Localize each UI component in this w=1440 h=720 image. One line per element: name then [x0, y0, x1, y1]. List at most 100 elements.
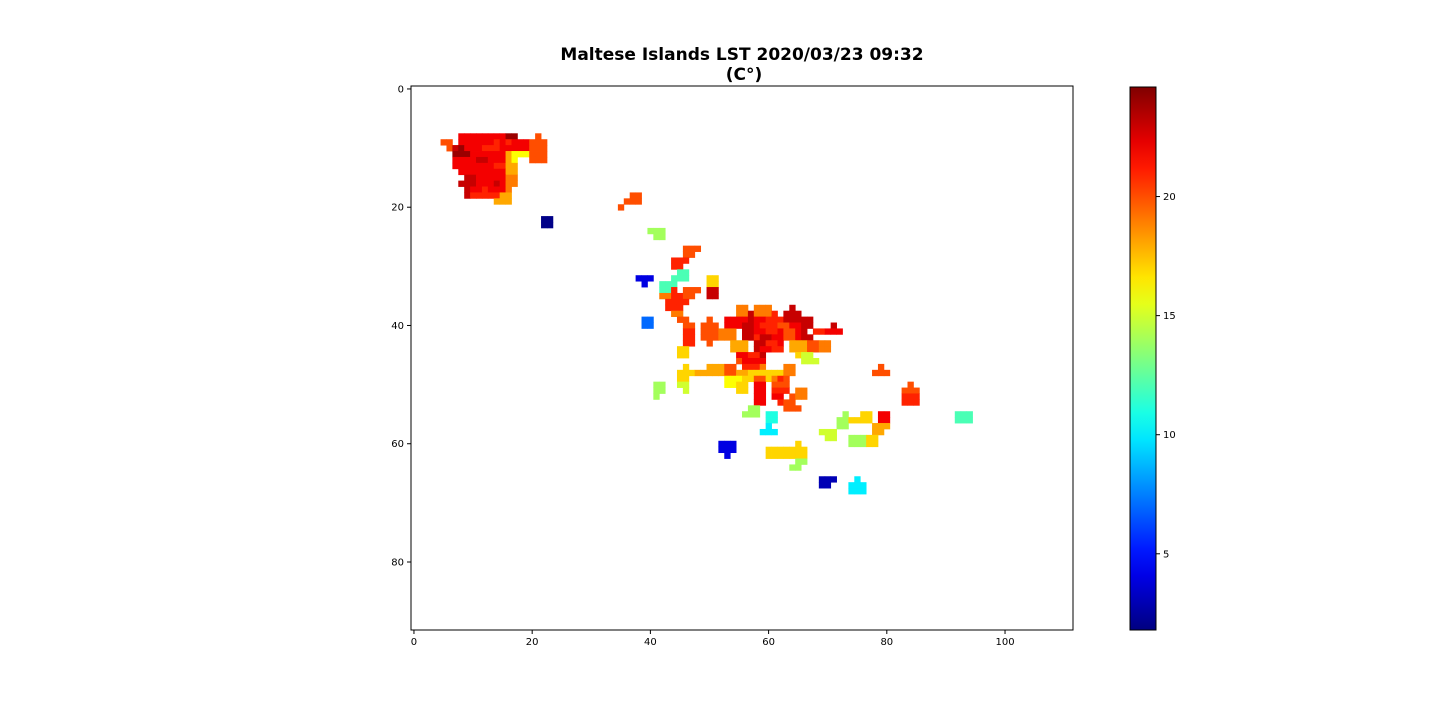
- heatmap-cell: [801, 452, 808, 459]
- heatmap-cell: [771, 417, 778, 424]
- heatmap-cell: [724, 316, 731, 323]
- heatmap-cell: [682, 322, 690, 329]
- heatmap-cell: [795, 458, 802, 465]
- heatmap-cell: [771, 446, 778, 454]
- heatmap-cell: [883, 369, 891, 377]
- heatmap-cell: [759, 393, 767, 400]
- heatmap-cell: [753, 310, 761, 318]
- heatmap-cell: [676, 269, 684, 276]
- heatmap-cell: [682, 275, 690, 282]
- heatmap-cell: [730, 322, 737, 329]
- heatmap-cell: [676, 381, 684, 388]
- heatmap-cell: [682, 298, 690, 306]
- heatmap-cell: [700, 334, 707, 341]
- heatmap-cell: [736, 304, 743, 312]
- heatmap-cell: [860, 488, 867, 495]
- heatmap-cell: [505, 198, 512, 205]
- colorbar-gradient: [1129, 86, 1157, 631]
- heatmap-cell: [789, 393, 796, 400]
- heatmap-cell: [665, 287, 672, 294]
- heatmap-cell: [842, 423, 849, 430]
- heatmap-cell: [671, 281, 678, 288]
- heatmap-cell: [724, 369, 731, 377]
- heatmap-cell: [641, 316, 648, 323]
- x-tick-label: 0: [411, 637, 417, 648]
- heatmap-cell: [724, 322, 731, 329]
- heatmap-cell: [801, 352, 808, 359]
- heatmap-cell: [747, 310, 755, 318]
- heatmap-cell: [736, 316, 743, 323]
- heatmap-cell: [535, 151, 542, 158]
- heatmap-cell: [795, 452, 802, 459]
- heatmap-cell: [653, 233, 660, 241]
- heatmap-cell: [966, 417, 973, 424]
- heatmap-cell: [883, 423, 891, 430]
- heatmap-cell: [854, 482, 861, 489]
- heatmap-cell: [493, 168, 501, 176]
- heatmap-cell: [464, 145, 471, 152]
- heatmap-cell: [487, 156, 495, 164]
- heatmap-cell: [476, 162, 483, 170]
- heatmap-cell: [505, 133, 512, 140]
- heatmap-cell: [700, 328, 707, 335]
- heatmap-cell: [742, 363, 749, 371]
- chart-title-line1: Maltese Islands LST 2020/03/23 09:32: [560, 45, 923, 65]
- heatmap-cell: [523, 139, 530, 146]
- heatmap-cell: [511, 162, 518, 170]
- heatmap-cell: [458, 162, 465, 170]
- heatmap-cell: [470, 133, 477, 140]
- heatmap-cell: [523, 151, 530, 158]
- heatmap-cell: [724, 328, 731, 335]
- heatmap-cell: [712, 275, 719, 282]
- heatmap-cell: [801, 328, 808, 335]
- heatmap-cell: [499, 198, 506, 205]
- heatmap-cell: [481, 133, 489, 140]
- heatmap-cell: [872, 440, 879, 448]
- heatmap-cell: [493, 133, 501, 140]
- heatmap-cell: [682, 328, 690, 335]
- heatmap-cell: [830, 322, 837, 329]
- heatmap-cell: [481, 151, 489, 158]
- plot-area: 0 20 40 60 80 100 0 20 40 60 80: [391, 84, 1074, 648]
- heatmap-cell: [954, 417, 962, 424]
- heatmap-cell: [493, 186, 501, 193]
- heatmap-cell: [877, 417, 885, 424]
- heatmap-cell: [476, 151, 483, 158]
- heatmap-cell: [789, 310, 796, 318]
- heatmap-cell: [476, 139, 483, 146]
- heatmap-cell: [511, 156, 518, 164]
- heatmap-cell: [730, 446, 737, 454]
- colorbar: 5 10 15 20: [1129, 86, 1176, 631]
- heatmap-cell: [742, 316, 749, 323]
- heatmap-cell: [795, 334, 802, 341]
- heatmap-cell: [694, 287, 702, 294]
- heatmap-cell: [854, 434, 861, 442]
- heatmap-cell: [789, 328, 796, 335]
- heatmap-cells: [440, 133, 973, 495]
- heatmap-cell: [848, 417, 855, 424]
- heatmap-cell: [736, 358, 743, 365]
- heatmap-cell: [671, 263, 678, 270]
- heatmap-cell: [807, 334, 814, 341]
- heatmap-cell: [682, 292, 690, 300]
- heatmap-cell: [801, 316, 808, 323]
- heatmap-cell: [718, 334, 725, 341]
- heatmap-cell: [464, 133, 471, 140]
- heatmap-cell: [789, 334, 796, 341]
- heatmap-cell: [765, 304, 772, 312]
- heatmap-cell: [824, 482, 832, 489]
- heatmap-cell: [907, 381, 914, 388]
- heatmap-cell: [742, 310, 749, 318]
- heatmap-cell: [872, 423, 879, 430]
- heatmap-cell: [659, 281, 666, 288]
- y-tick-label: 40: [391, 321, 404, 332]
- heatmap-cell: [818, 346, 826, 353]
- heatmap-cell: [854, 476, 861, 483]
- heatmap-cell: [866, 440, 873, 448]
- y-tick-label: 60: [391, 439, 404, 450]
- heatmap-cell: [753, 316, 761, 323]
- heatmap-cell: [529, 139, 536, 146]
- heatmap-cell: [872, 434, 879, 442]
- heatmap-cell: [765, 340, 772, 347]
- heatmap-cell: [801, 387, 808, 394]
